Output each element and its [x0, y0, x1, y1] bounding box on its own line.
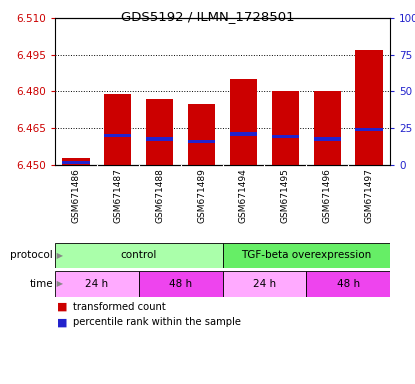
Text: GSM671489: GSM671489 [197, 168, 206, 223]
Text: 48 h: 48 h [169, 279, 192, 289]
Bar [356, 127, 383, 131]
Bar [55, 271, 139, 297]
Bar [356, 50, 383, 165]
Text: GSM671494: GSM671494 [239, 168, 248, 223]
Text: ▶: ▶ [54, 280, 63, 288]
Text: 48 h: 48 h [337, 279, 360, 289]
Text: GSM671496: GSM671496 [323, 168, 332, 223]
Bar [222, 271, 306, 297]
Bar [62, 158, 90, 165]
Bar [272, 135, 299, 138]
Bar [222, 243, 390, 268]
Bar [306, 271, 390, 297]
Bar [272, 91, 299, 165]
Text: ■: ■ [57, 317, 68, 327]
Bar [188, 140, 215, 143]
Bar [188, 104, 215, 165]
Bar [146, 99, 173, 165]
Text: 24 h: 24 h [253, 279, 276, 289]
Bar [146, 137, 173, 141]
Text: GSM671487: GSM671487 [113, 168, 122, 223]
Bar [104, 134, 132, 137]
Bar [314, 91, 341, 165]
Text: time: time [29, 279, 53, 289]
Bar [55, 243, 222, 268]
Text: transformed count: transformed count [73, 302, 166, 312]
Text: TGF-beta overexpression: TGF-beta overexpression [241, 250, 371, 260]
Text: GSM671497: GSM671497 [364, 168, 374, 223]
Bar [139, 271, 222, 297]
Text: GSM671488: GSM671488 [155, 168, 164, 223]
Bar [230, 132, 257, 136]
Bar [104, 94, 132, 165]
Text: 24 h: 24 h [85, 279, 108, 289]
Text: percentile rank within the sample: percentile rank within the sample [73, 317, 241, 327]
Bar [314, 137, 341, 141]
Text: ■: ■ [57, 302, 68, 312]
Bar [230, 79, 257, 165]
Text: GDS5192 / ILMN_1728501: GDS5192 / ILMN_1728501 [121, 10, 294, 23]
Bar [62, 161, 90, 164]
Text: control: control [121, 250, 157, 260]
Text: ▶: ▶ [54, 251, 63, 260]
Text: GSM671486: GSM671486 [71, 168, 81, 223]
Text: GSM671495: GSM671495 [281, 168, 290, 223]
Text: protocol: protocol [10, 250, 53, 260]
